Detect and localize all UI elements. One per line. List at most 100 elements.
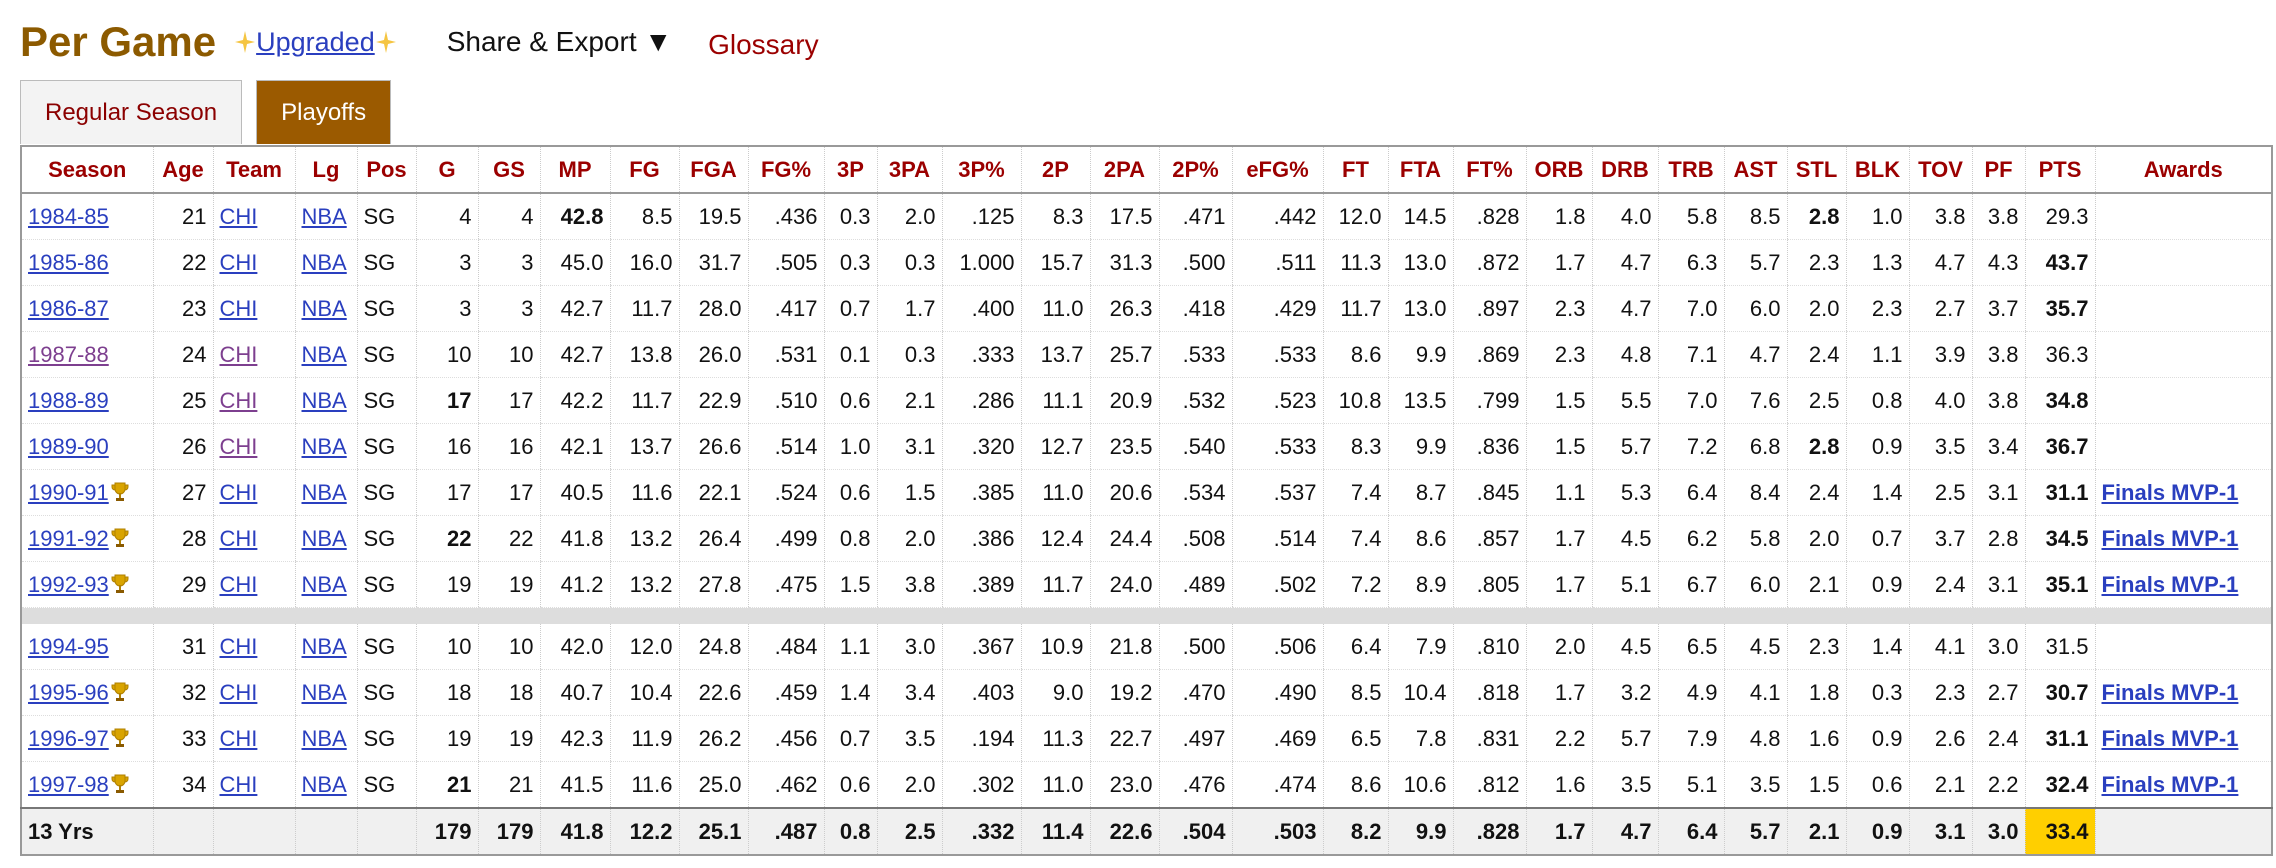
cell-link[interactable]: CHI (219, 679, 258, 705)
column-header[interactable]: 2P (1020, 146, 1090, 194)
cell-link[interactable]: 1994-95 (28, 633, 109, 659)
cell-link[interactable]: 1985-86 (28, 249, 109, 275)
column-header[interactable]: Lg (294, 146, 357, 194)
cell-link[interactable]: 1997-98 (28, 771, 109, 797)
cell-link[interactable]: CHI (219, 295, 258, 321)
glossary-link[interactable]: Glossary (708, 29, 819, 60)
cell-link[interactable]: NBA (301, 433, 347, 459)
cell: 1988-89 (20, 377, 153, 424)
cell: 33 (152, 715, 213, 762)
cell-link[interactable]: 1990-91 (28, 479, 109, 505)
cell: 31.7 (678, 239, 748, 286)
cell-link[interactable]: Finals MVP-1 (2101, 571, 2239, 597)
separator-row (21, 607, 2272, 624)
cell-link[interactable]: NBA (301, 341, 347, 367)
column-header[interactable]: 3PA (876, 146, 942, 194)
cell-link[interactable]: Finals MVP-1 (2101, 725, 2239, 751)
tab[interactable]: Regular Season (20, 80, 243, 144)
cell: 26.3 (1089, 285, 1159, 332)
column-header[interactable]: Team (212, 146, 295, 194)
column-header[interactable]: TOV (1908, 146, 1972, 194)
cell-link[interactable]: CHI (219, 571, 258, 597)
cell-link[interactable]: NBA (301, 771, 347, 797)
cell-link[interactable]: CHI (219, 479, 258, 505)
cell: .456 (747, 715, 824, 762)
column-header[interactable]: 3P (823, 146, 877, 194)
cell-link[interactable]: 1988-89 (28, 387, 109, 413)
cell-link[interactable]: Finals MVP-1 (2101, 679, 2239, 705)
cell-link[interactable]: NBA (301, 295, 347, 321)
tab[interactable]: Playoffs (256, 80, 392, 144)
cell: 2.0 (1786, 515, 1846, 562)
column-header[interactable]: ORB (1525, 146, 1592, 194)
cell-link[interactable]: CHI (219, 633, 258, 659)
cell-link[interactable]: NBA (301, 633, 347, 659)
column-header[interactable]: Pos (356, 146, 416, 194)
cell-link[interactable]: NBA (301, 679, 347, 705)
cell-link[interactable]: NBA (301, 479, 347, 505)
column-header[interactable]: MP (539, 146, 610, 194)
column-header[interactable]: BLK (1845, 146, 1909, 194)
column-header[interactable]: 2P% (1158, 146, 1232, 194)
column-header[interactable]: G (415, 146, 478, 194)
column-header[interactable]: Awards (2094, 146, 2272, 194)
cell: 2.3 (1786, 624, 1846, 670)
cell: 10.8 (1322, 377, 1388, 424)
upgrade-link[interactable]: Upgraded (256, 26, 375, 57)
cell-link[interactable]: 1995-96 (28, 679, 109, 705)
cell-link[interactable]: CHI (219, 249, 258, 275)
share-export-menu[interactable]: Share & Export ▼ (446, 26, 673, 57)
cell-link[interactable]: NBA (301, 203, 347, 229)
cell-link[interactable]: NBA (301, 525, 347, 551)
cell-link[interactable]: NBA (301, 249, 347, 275)
cell-link[interactable]: CHI (219, 203, 258, 229)
column-header[interactable]: Age (152, 146, 213, 194)
cell-link[interactable]: CHI (219, 433, 258, 459)
cell: 11.9 (609, 715, 679, 762)
cell-link[interactable]: CHI (219, 525, 258, 551)
column-header[interactable]: FGA (678, 146, 748, 194)
cell: 27.8 (678, 561, 748, 608)
cell-link[interactable]: 1986-87 (28, 295, 109, 321)
column-header[interactable]: 3P% (941, 146, 1021, 194)
cell: 28.0 (678, 285, 748, 332)
cell-link[interactable]: 1991-92 (28, 525, 109, 551)
cell-link[interactable]: NBA (301, 571, 347, 597)
cell-link[interactable]: NBA (301, 387, 347, 413)
column-header[interactable]: FT (1322, 146, 1388, 194)
column-header[interactable]: TRB (1657, 146, 1724, 194)
column-header[interactable]: FT% (1452, 146, 1526, 194)
upgrade: Upgraded (234, 27, 397, 58)
column-header[interactable]: DRB (1591, 146, 1658, 194)
cell-link[interactable]: 1989-90 (28, 433, 109, 459)
cell-link[interactable]: Finals MVP-1 (2101, 771, 2239, 797)
column-header[interactable]: eFG% (1231, 146, 1323, 194)
cell: .505 (747, 239, 824, 286)
cell: 1.7 (1525, 669, 1592, 716)
column-header[interactable]: FG% (747, 146, 824, 194)
column-header[interactable]: GS (477, 146, 540, 194)
cell (212, 807, 295, 856)
column-header[interactable]: 2PA (1089, 146, 1159, 194)
cell-link[interactable]: Finals MVP-1 (2101, 479, 2239, 505)
column-header[interactable]: FTA (1387, 146, 1453, 194)
cell-link[interactable]: 1984-85 (28, 203, 109, 229)
column-header[interactable]: PTS (2024, 146, 2095, 194)
column-header[interactable]: PF (1971, 146, 2025, 194)
cell-link[interactable]: CHI (219, 771, 258, 797)
cell-link[interactable]: 1996-97 (28, 725, 109, 751)
cell-link[interactable]: CHI (219, 341, 258, 367)
cell-link[interactable]: CHI (219, 387, 258, 413)
cell-link[interactable]: 1992-93 (28, 571, 109, 597)
column-header[interactable]: FG (609, 146, 679, 194)
column-header[interactable]: STL (1786, 146, 1846, 194)
cell-link[interactable]: 1987-88 (28, 341, 109, 367)
cell-link[interactable]: NBA (301, 725, 347, 751)
cell: 35.7 (2024, 285, 2095, 332)
column-header[interactable]: Season (20, 146, 153, 194)
cell: 19.2 (1089, 669, 1159, 716)
column-header[interactable]: AST (1723, 146, 1787, 194)
cell-link[interactable]: CHI (219, 725, 258, 751)
cell-link[interactable]: Finals MVP-1 (2101, 525, 2239, 551)
cell: 30.7 (2024, 669, 2095, 716)
